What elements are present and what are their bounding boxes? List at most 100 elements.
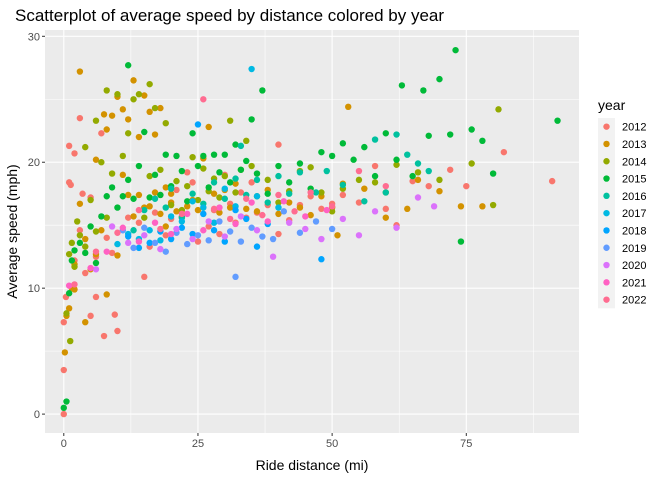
legend: year 2012 2013 2014 2015 2016 2017 2018 2019 202…: [598, 97, 646, 309]
data-point-2016: [221, 195, 228, 202]
data-point-2015: [173, 152, 180, 160]
data-point-2014: [82, 143, 89, 151]
data-point-2014: [216, 194, 223, 201]
data-point-2014: [130, 96, 137, 103]
data-point-2015: [361, 143, 368, 151]
data-point-2013: [194, 206, 202, 214]
data-point-2012: [98, 130, 105, 137]
data-point-2012: [275, 141, 282, 148]
data-point-2013: [162, 184, 169, 191]
data-point-2012: [60, 410, 67, 418]
data-point-2015: [162, 151, 169, 158]
data-point-2019: [141, 224, 148, 231]
data-point-2013: [141, 92, 148, 99]
data-point-2014: [68, 239, 76, 247]
data-point-2020: [237, 213, 245, 220]
data-point-2015: [60, 404, 67, 412]
data-point-2013: [345, 103, 352, 111]
data-point-2014: [355, 176, 363, 184]
data-point-2013: [108, 112, 116, 119]
data-point-2014: [264, 176, 271, 184]
data-point-2015: [285, 179, 293, 186]
data-point-2014: [232, 189, 239, 196]
data-point-2014: [71, 263, 78, 270]
data-point-2019: [248, 224, 255, 231]
data-point-2021: [184, 210, 191, 218]
data-point-2012: [108, 249, 116, 257]
data-point-2015: [232, 141, 239, 148]
data-point-2013: [135, 133, 143, 141]
legend-title: year: [598, 97, 626, 113]
data-point-2018: [135, 244, 143, 252]
data-point-2012: [151, 209, 159, 216]
data-point-2020: [371, 208, 379, 215]
data-point-2018: [189, 230, 196, 238]
data-point-2013: [76, 68, 84, 75]
data-point-2020: [157, 245, 164, 253]
data-point-2021: [167, 230, 175, 238]
data-point-2013: [205, 123, 212, 131]
data-point-2013: [151, 131, 159, 138]
data-point-2019: [296, 229, 304, 236]
data-point-2017: [253, 193, 261, 200]
data-point-2016: [237, 142, 245, 150]
data-point-2013: [173, 208, 180, 215]
data-point-2012: [162, 232, 169, 239]
data-point-2013: [210, 190, 218, 197]
data-point-2012: [382, 205, 389, 213]
data-point-2015: [157, 191, 164, 199]
data-point-2014: [468, 160, 475, 167]
data-point-2019: [151, 239, 159, 247]
data-point-2014: [194, 196, 202, 204]
data-point-2016: [425, 167, 432, 175]
data-point-2013: [232, 180, 239, 187]
data-point-2021: [200, 227, 207, 234]
data-point-2015: [130, 195, 137, 202]
legend-swatch: [603, 192, 610, 200]
data-point-2021: [65, 282, 73, 289]
data-point-2013: [98, 227, 105, 234]
data-point-2016: [339, 181, 347, 189]
data-point-2022: [200, 96, 207, 103]
data-point-2015: [237, 166, 245, 173]
data-point-2018: [221, 238, 228, 245]
data-point-2015: [554, 117, 561, 124]
data-point-2021: [280, 198, 288, 205]
data-point-2014: [63, 310, 70, 317]
data-point-2014: [200, 165, 207, 172]
data-point-2019: [312, 218, 320, 225]
data-point-2019: [226, 228, 234, 235]
data-point-2015: [371, 172, 379, 180]
data-point-2019: [162, 248, 169, 255]
data-point-2012: [184, 169, 191, 176]
data-point-2015: [135, 162, 143, 170]
data-point-2021: [135, 238, 143, 245]
data-point-2017: [221, 185, 228, 192]
data-point-2016: [296, 169, 304, 176]
data-point-2014: [65, 250, 73, 258]
data-point-2021: [248, 199, 255, 206]
data-point-2015: [226, 179, 234, 186]
legend-label: 2020: [622, 260, 646, 272]
data-point-2012: [71, 150, 78, 157]
data-point-2012: [194, 238, 202, 245]
data-point-2013: [71, 286, 78, 293]
data-point-2022: [307, 189, 314, 196]
data-point-2021: [264, 218, 271, 225]
data-point-2017: [178, 218, 186, 225]
data-point-2018: [243, 215, 250, 223]
y-tick-label: 0: [34, 409, 40, 421]
data-point-2013: [146, 203, 153, 210]
data-point-2012: [216, 230, 223, 238]
legend-swatch: [603, 279, 610, 286]
data-point-2015: [68, 257, 76, 264]
data-point-2014: [103, 214, 110, 221]
data-point-2013: [103, 291, 110, 298]
data-point-2015: [178, 167, 186, 175]
data-point-2015: [103, 193, 110, 200]
data-point-2014: [393, 161, 400, 168]
data-point-2022: [291, 208, 298, 215]
data-point-2019: [259, 233, 266, 240]
data-point-2020: [141, 232, 148, 239]
data-point-2015: [382, 130, 389, 137]
